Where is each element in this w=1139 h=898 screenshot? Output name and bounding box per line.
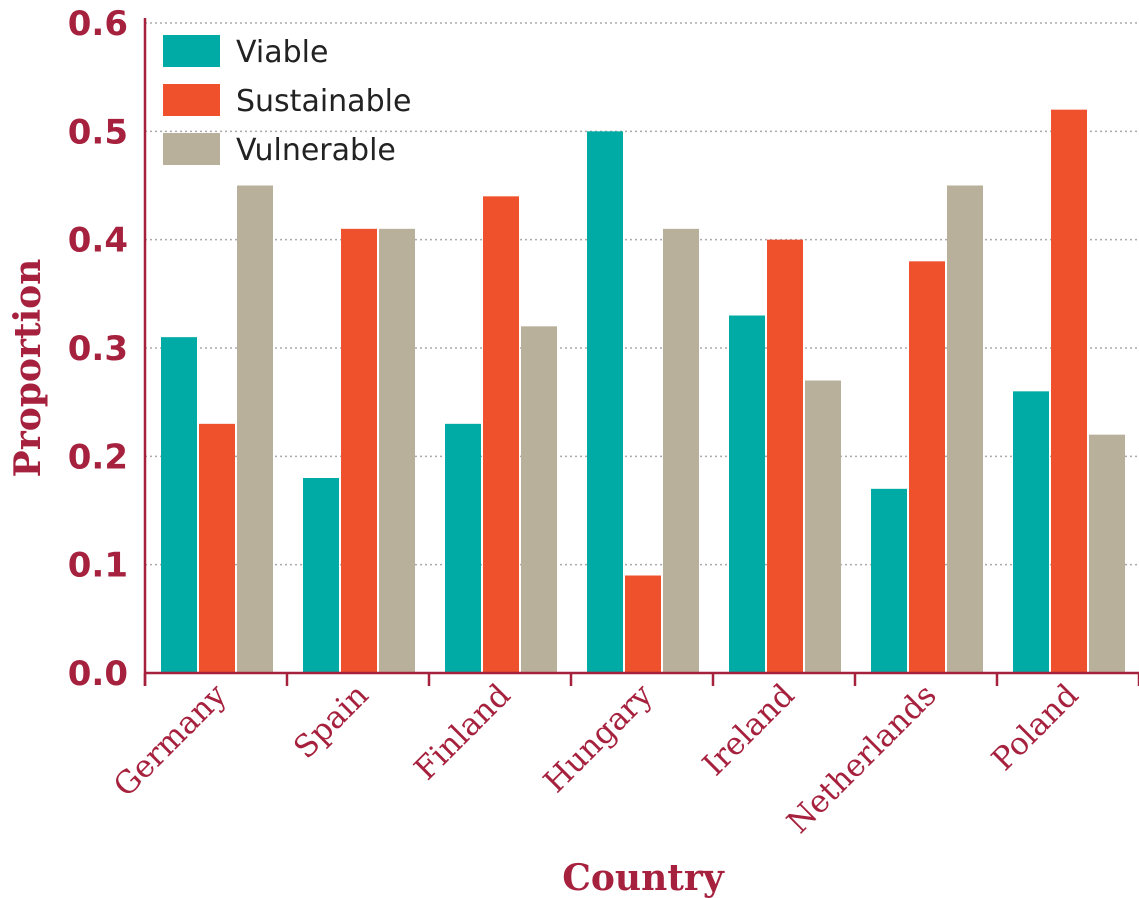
axes [143, 18, 1139, 686]
legend-swatch [163, 84, 220, 116]
bars [161, 109, 1125, 674]
bar-sustainable-spain [341, 228, 377, 674]
bar-sustainable-netherlands [909, 261, 945, 673]
legend-label: Viable [236, 35, 328, 70]
x-tick-label: Hungary [537, 677, 660, 800]
x-tick-label: Poland [985, 677, 1086, 778]
x-tick-label: Finland [408, 677, 518, 787]
y-tick-label: 0.2 [68, 437, 128, 477]
x-tick-label: Netherlands [780, 677, 943, 840]
y-tick-label: 0.3 [68, 329, 128, 369]
x-tick-label: Spain [287, 677, 376, 766]
bar-viable-poland [1013, 391, 1049, 673]
y-tick-label: 0.5 [68, 112, 128, 152]
gridlines [145, 22, 1139, 566]
bar-viable-netherlands [871, 488, 907, 673]
bar-vulnerable-ireland [805, 380, 841, 673]
bar-vulnerable-spain [379, 228, 415, 674]
bar-vulnerable-germany [237, 185, 273, 673]
bar-sustainable-finland [483, 196, 519, 674]
bar-viable-finland [445, 423, 481, 673]
bar-viable-spain [303, 478, 339, 673]
y-tick-label: 0.6 [68, 4, 128, 44]
y-axis-title: Proportion [7, 259, 49, 478]
bar-vulnerable-finland [521, 326, 557, 673]
bar-viable-ireland [729, 315, 765, 673]
x-axis-title: Country [562, 857, 725, 898]
x-tick-labels: Germany Spain Finland Hungary IrelandNetherl… [107, 677, 1086, 841]
bar-sustainable-germany [199, 423, 235, 673]
x-tick-label: Ireland [696, 677, 802, 783]
y-tick-label: 0.1 [68, 546, 128, 586]
legend-swatch [163, 133, 220, 165]
bar-sustainable-poland [1051, 109, 1087, 673]
y-tick-labels: 0.0 0.1 0.2 0.3 0.4 0.5 0.6 [68, 4, 128, 694]
legend-label: Sustainable [236, 84, 411, 119]
bar-sustainable-ireland [767, 239, 803, 673]
y-tick-label: 0.4 [68, 221, 128, 261]
bar-sustainable-hungary [625, 575, 661, 673]
legend-label: Vulnerable [236, 133, 396, 168]
bar-vulnerable-hungary [663, 228, 699, 674]
bar-viable-hungary [587, 131, 623, 674]
legend-swatch [163, 35, 220, 67]
y-tick-label: 0.0 [68, 654, 128, 694]
bar-vulnerable-poland [1089, 434, 1125, 673]
bar-viable-germany [161, 337, 197, 673]
legend: Viable Sustainable Vulnerable [163, 35, 411, 168]
x-tick-label: Germany [107, 677, 234, 804]
bar-vulnerable-netherlands [947, 185, 983, 673]
